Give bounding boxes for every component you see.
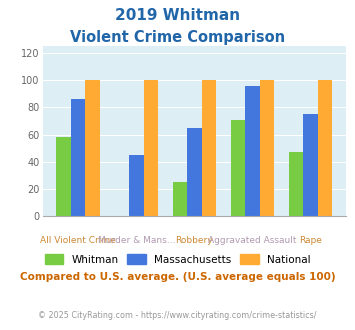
Bar	[143, 80, 158, 216]
Text: Violent Crime Comparison: Violent Crime Comparison	[70, 30, 285, 45]
Text: Compared to U.S. average. (U.S. average equals 100): Compared to U.S. average. (U.S. average …	[20, 272, 335, 282]
Bar	[71, 99, 86, 216]
Bar	[56, 137, 71, 216]
Bar	[86, 80, 100, 216]
Bar	[187, 128, 202, 216]
Bar	[202, 80, 216, 216]
Text: Rape: Rape	[299, 236, 322, 245]
Bar	[245, 85, 260, 216]
Bar	[129, 155, 143, 216]
Text: All Violent Crime: All Violent Crime	[40, 236, 116, 245]
Bar	[303, 114, 318, 216]
Text: 2019 Whitman: 2019 Whitman	[115, 8, 240, 23]
Bar	[260, 80, 274, 216]
Legend: Whitman, Massachusetts, National: Whitman, Massachusetts, National	[44, 254, 311, 265]
Text: Murder & Mans...: Murder & Mans...	[98, 236, 175, 245]
Text: Aggravated Assault: Aggravated Assault	[208, 236, 297, 245]
Text: © 2025 CityRating.com - https://www.cityrating.com/crime-statistics/: © 2025 CityRating.com - https://www.city…	[38, 311, 317, 320]
Bar	[318, 80, 332, 216]
Text: Robbery: Robbery	[176, 236, 213, 245]
Bar	[289, 152, 303, 216]
Bar	[173, 182, 187, 216]
Bar	[231, 119, 245, 216]
